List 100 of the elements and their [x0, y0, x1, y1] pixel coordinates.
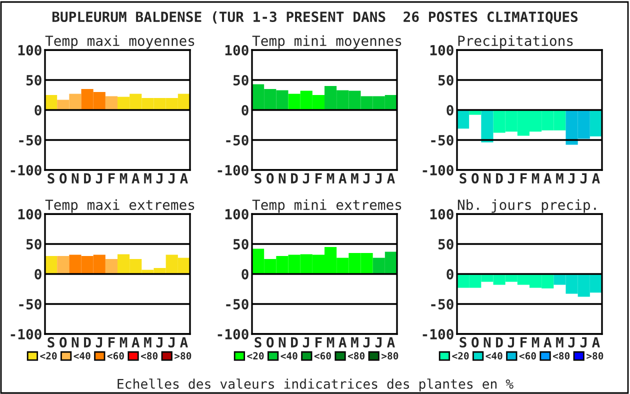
y-tick-label: 0 — [34, 104, 42, 116]
legend-label: <80 — [552, 352, 570, 360]
y-tick-label: 100 — [18, 208, 42, 220]
x-tick-label: A — [592, 337, 600, 348]
x-tick-label: N — [278, 173, 286, 184]
bar — [57, 256, 70, 274]
x-tick-label: J — [375, 173, 382, 184]
x-tick-label: J — [568, 173, 574, 184]
y-tick-label: -100 — [218, 164, 248, 176]
x-tick-label: J — [363, 337, 370, 348]
x-tick-label: A — [132, 337, 140, 348]
legend-label: >80 — [586, 352, 604, 360]
x-tick-label: O — [60, 337, 67, 348]
x-tick-label: N — [72, 337, 79, 348]
x-tick-label: J — [508, 337, 514, 348]
x-tick-label: M — [144, 337, 152, 348]
chart-title: Temp mini extremes — [252, 199, 402, 213]
y-tick-label: 0 — [34, 268, 42, 280]
chart-title: Temp maxi extremes — [45, 199, 194, 213]
x-tick-label: J — [580, 337, 587, 348]
x-tick-label: J — [156, 173, 162, 184]
x-tick-label: N — [484, 173, 491, 184]
x-tick-label: J — [168, 337, 175, 348]
x-tick-label: D — [84, 173, 91, 184]
x-tick-label: D — [496, 173, 503, 184]
x-tick-label: J — [168, 173, 175, 184]
y-tick-label: -50 — [226, 134, 248, 146]
x-tick-label: J — [302, 337, 310, 348]
y-tick-label: -100 — [10, 164, 42, 176]
x-tick-label: S — [460, 173, 466, 184]
x-tick-label: A — [592, 173, 600, 184]
y-tick-label: 50 — [438, 238, 454, 250]
legend-label: <20 — [40, 352, 57, 360]
x-tick-label: N — [72, 173, 79, 184]
x-tick-label: J — [302, 173, 310, 184]
x-tick-label: J — [156, 337, 162, 348]
x-tick-label: J — [580, 173, 587, 184]
y-tick-label: -100 — [10, 328, 42, 340]
x-tick-label: M — [351, 173, 358, 184]
x-tick-label: A — [544, 337, 552, 348]
x-tick-label: F — [108, 337, 115, 348]
x-tick-label: O — [60, 173, 67, 184]
text: Echelles des valeurs indicatrices des plantes en % — [118, 378, 514, 392]
legend-label: <20 — [452, 352, 469, 360]
y-tick-label: -100 — [422, 164, 454, 176]
y-tick-label: 0 — [446, 268, 454, 280]
chart-title: Temp mini moyennes — [252, 35, 402, 49]
x-tick-label: S — [254, 173, 262, 184]
bar — [105, 96, 118, 110]
x-tick-label: A — [387, 173, 395, 184]
x-tick-label: J — [96, 337, 102, 348]
legend-label: <60 — [519, 352, 536, 360]
x-tick-label: M — [326, 337, 334, 348]
x-tick-label: O — [266, 337, 274, 348]
x-tick-label: M — [351, 337, 358, 348]
y-tick-label: -50 — [19, 134, 42, 146]
x-tick-label: J — [363, 173, 370, 184]
y-tick-label: 50 — [233, 74, 248, 86]
x-tick-label: D — [291, 337, 298, 348]
text: BUPLEURUM BALDENSE (TUR 1-3 PRESENT DANS 26 POSTES CLIMATIQUES — [52, 11, 578, 24]
legend-label: <80 — [348, 352, 365, 360]
x-tick-label: A — [387, 337, 395, 348]
legend-label: >80 — [382, 352, 398, 360]
x-tick-label: F — [520, 173, 527, 184]
legend-label: <40 — [74, 352, 90, 360]
y-tick-label: -100 — [422, 328, 454, 340]
y-tick-label: -50 — [431, 134, 454, 146]
x-tick-label: J — [375, 337, 382, 348]
x-tick-label: M — [120, 173, 128, 184]
x-tick-label: D — [496, 337, 503, 348]
x-tick-label: O — [472, 337, 479, 348]
chart-title: Nb. jours precip. — [458, 199, 596, 213]
x-tick-label: F — [316, 337, 322, 348]
x-tick-label: N — [278, 337, 286, 348]
x-tick-label: M — [326, 173, 334, 184]
y-tick-label: 0 — [242, 268, 248, 280]
x-tick-label: A — [180, 337, 188, 348]
y-tick-label: 50 — [26, 238, 42, 250]
x-tick-label: A — [132, 173, 140, 184]
legend-label: >80 — [174, 352, 192, 360]
y-tick-label: 100 — [430, 208, 454, 220]
x-tick-label: M — [556, 173, 564, 184]
legend-label: <60 — [314, 352, 331, 360]
y-tick-label: -50 — [431, 298, 454, 310]
x-tick-label: J — [508, 173, 514, 184]
x-tick-label: D — [84, 337, 91, 348]
chart-title: Precipitations — [458, 35, 573, 49]
x-tick-label: S — [254, 337, 262, 348]
legend-label: <40 — [280, 352, 298, 360]
x-tick-label: F — [108, 173, 115, 184]
x-tick-label: M — [532, 173, 540, 184]
x-tick-label: F — [316, 173, 322, 184]
y-tick-label: -100 — [218, 328, 248, 340]
x-tick-label: S — [48, 173, 54, 184]
y-tick-label: -50 — [226, 298, 248, 310]
x-tick-label: S — [460, 337, 466, 348]
x-tick-label: A — [338, 173, 347, 184]
y-tick-label: 100 — [430, 44, 454, 56]
x-tick-label: M — [120, 337, 128, 348]
y-tick-label: 100 — [18, 44, 42, 56]
